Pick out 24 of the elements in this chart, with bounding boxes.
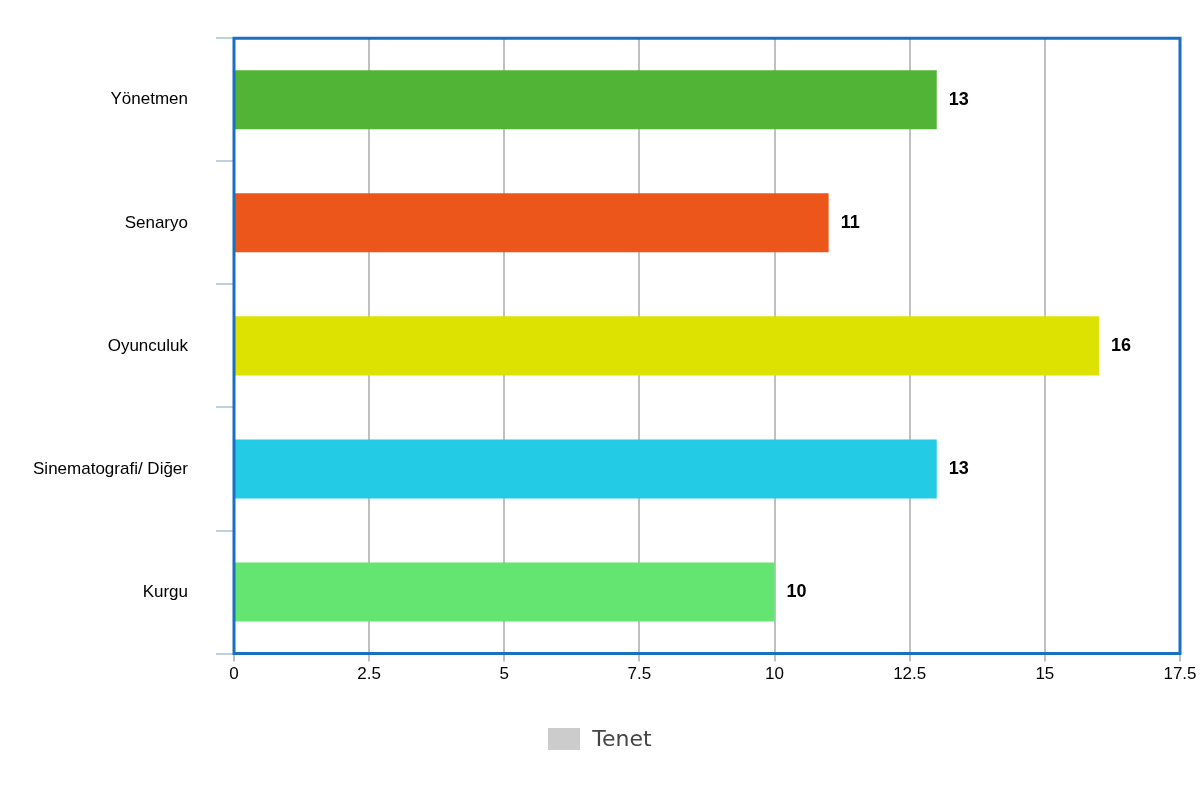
x-tick-label: 10 [765,664,785,684]
data-label: 13 [948,457,969,478]
data-label: 11 [840,211,860,232]
data-label: 16 [1110,334,1131,355]
x-tick-label: 7.5 [627,664,652,684]
bar [235,193,829,253]
x-tick-label: 15 [1035,664,1055,684]
bar [235,439,937,499]
x-tick-label: 17.5 [1163,664,1197,684]
y-tick-label: Sinematografi/ Diğer [33,458,189,478]
data-label: 10 [786,581,807,602]
bar [235,316,1099,376]
x-tick-label: 5 [499,664,510,684]
y-tick-label: Kurgu [142,581,188,601]
bar [235,70,937,130]
text: Tenet [592,726,652,751]
x-tick-label: 2.5 [357,664,381,684]
bar [235,562,775,622]
y-tick-label: Oyunculuk [107,335,189,355]
data-label: 13 [948,88,969,109]
y-tick-label: Senaryo [124,212,188,232]
x-tick-label: 0 [229,664,239,684]
y-tick-label: Yönetmen [110,89,188,109]
x-tick-label: 12.5 [893,664,927,684]
